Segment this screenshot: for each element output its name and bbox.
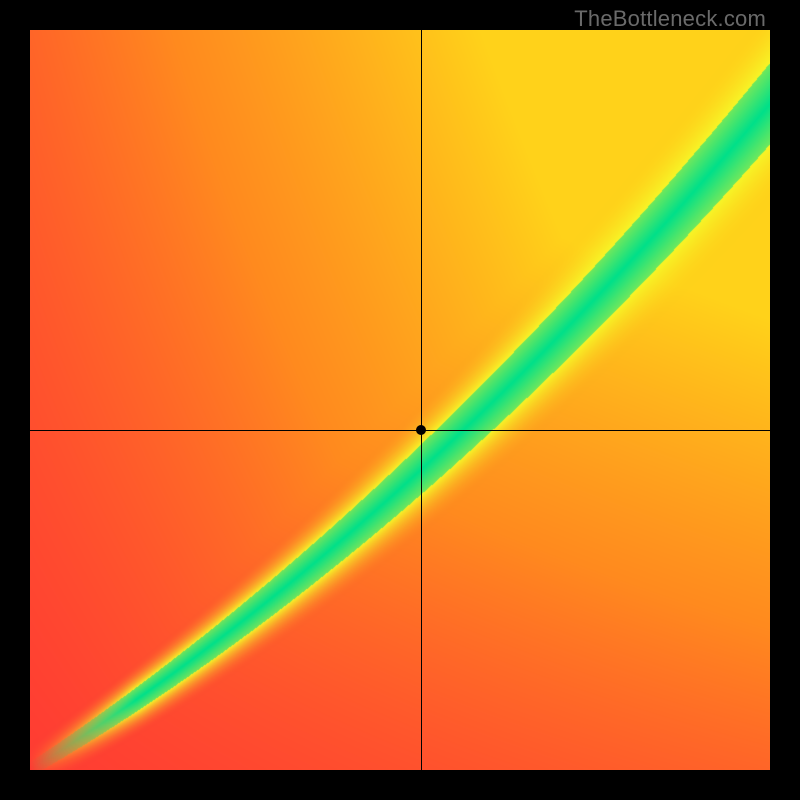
crosshair-marker	[416, 425, 426, 435]
bottleneck-heatmap	[30, 30, 770, 770]
plot-area	[30, 30, 770, 770]
watermark-text: TheBottleneck.com	[574, 6, 766, 32]
crosshair-vertical	[421, 30, 422, 770]
crosshair-horizontal	[30, 430, 770, 431]
